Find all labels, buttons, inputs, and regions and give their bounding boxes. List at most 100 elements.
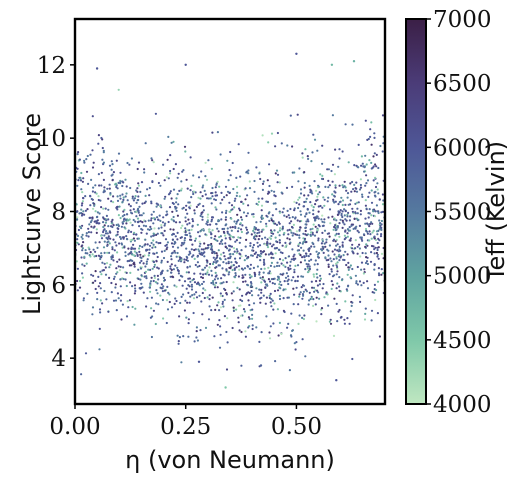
data-point xyxy=(94,270,97,273)
data-point xyxy=(245,238,248,241)
data-point xyxy=(97,134,100,137)
data-point xyxy=(163,289,166,292)
data-point xyxy=(111,256,114,259)
data-point xyxy=(191,225,194,228)
data-point xyxy=(346,317,349,320)
data-point xyxy=(293,342,296,345)
data-point xyxy=(366,232,369,235)
data-point xyxy=(259,220,262,223)
data-point xyxy=(318,225,321,228)
data-point xyxy=(82,299,85,302)
data-point xyxy=(293,268,296,271)
data-point xyxy=(77,151,80,154)
data-point xyxy=(260,204,264,207)
data-point xyxy=(248,303,251,307)
data-point xyxy=(190,288,194,291)
data-point xyxy=(338,235,341,238)
data-point xyxy=(216,286,219,289)
data-point xyxy=(106,244,109,247)
data-point xyxy=(261,250,265,254)
data-point xyxy=(137,182,140,185)
data-point xyxy=(166,246,169,249)
data-point xyxy=(333,173,336,176)
data-point xyxy=(138,250,141,253)
data-point xyxy=(160,261,163,264)
data-point xyxy=(346,196,349,199)
data-point xyxy=(316,195,319,198)
data-point xyxy=(79,179,83,182)
scatter-points xyxy=(75,52,385,389)
data-point xyxy=(221,302,224,305)
data-point xyxy=(362,272,365,275)
data-point xyxy=(265,296,268,299)
data-point xyxy=(185,178,188,181)
data-point xyxy=(308,265,311,268)
data-point xyxy=(75,260,78,263)
data-point xyxy=(290,225,294,229)
data-point xyxy=(202,287,205,290)
data-point xyxy=(289,241,292,244)
data-point xyxy=(103,228,106,231)
data-point xyxy=(341,226,344,229)
data-point xyxy=(321,287,324,290)
data-point xyxy=(374,246,377,249)
data-point xyxy=(157,242,160,245)
data-point xyxy=(227,179,230,182)
data-point xyxy=(187,291,190,294)
data-point xyxy=(204,175,207,178)
data-point xyxy=(177,259,180,262)
data-point xyxy=(258,288,261,291)
data-point xyxy=(247,316,250,319)
data-point xyxy=(180,189,183,192)
data-point xyxy=(185,316,188,319)
data-point xyxy=(76,153,79,156)
data-point xyxy=(201,276,204,279)
data-point xyxy=(271,282,274,285)
data-point xyxy=(238,209,242,212)
data-point xyxy=(226,317,229,320)
data-point xyxy=(88,248,91,251)
data-point xyxy=(351,267,354,271)
data-point xyxy=(148,248,151,251)
data-point xyxy=(170,258,173,261)
data-point xyxy=(201,253,204,256)
data-point xyxy=(249,242,252,245)
data-point xyxy=(333,190,336,193)
data-point xyxy=(87,182,90,185)
data-point xyxy=(202,268,205,271)
data-point xyxy=(91,190,94,193)
data-point xyxy=(216,323,219,326)
data-point xyxy=(91,313,94,316)
data-point xyxy=(103,218,106,221)
data-point xyxy=(105,262,109,265)
data-point xyxy=(334,184,337,187)
data-point xyxy=(278,297,282,301)
data-point xyxy=(255,202,258,205)
data-point xyxy=(157,267,160,270)
data-point xyxy=(328,208,332,211)
data-point xyxy=(371,222,374,225)
data-point xyxy=(176,231,179,234)
outlier-point xyxy=(95,67,99,70)
data-point xyxy=(267,278,270,281)
data-point xyxy=(125,235,128,238)
data-point xyxy=(149,280,153,283)
data-point xyxy=(330,268,333,271)
data-point xyxy=(251,313,254,316)
data-point xyxy=(204,193,207,196)
data-point xyxy=(167,291,170,294)
data-point xyxy=(159,294,162,297)
data-point xyxy=(312,273,315,276)
data-point xyxy=(259,276,262,279)
data-point xyxy=(156,282,159,285)
data-point xyxy=(291,145,294,148)
data-point xyxy=(226,230,229,233)
data-point xyxy=(253,274,257,278)
data-point xyxy=(153,227,156,230)
data-point xyxy=(77,179,80,182)
data-point xyxy=(164,244,167,247)
data-point xyxy=(302,290,305,293)
data-point xyxy=(192,297,196,300)
data-point xyxy=(116,271,119,274)
data-point xyxy=(82,241,85,244)
